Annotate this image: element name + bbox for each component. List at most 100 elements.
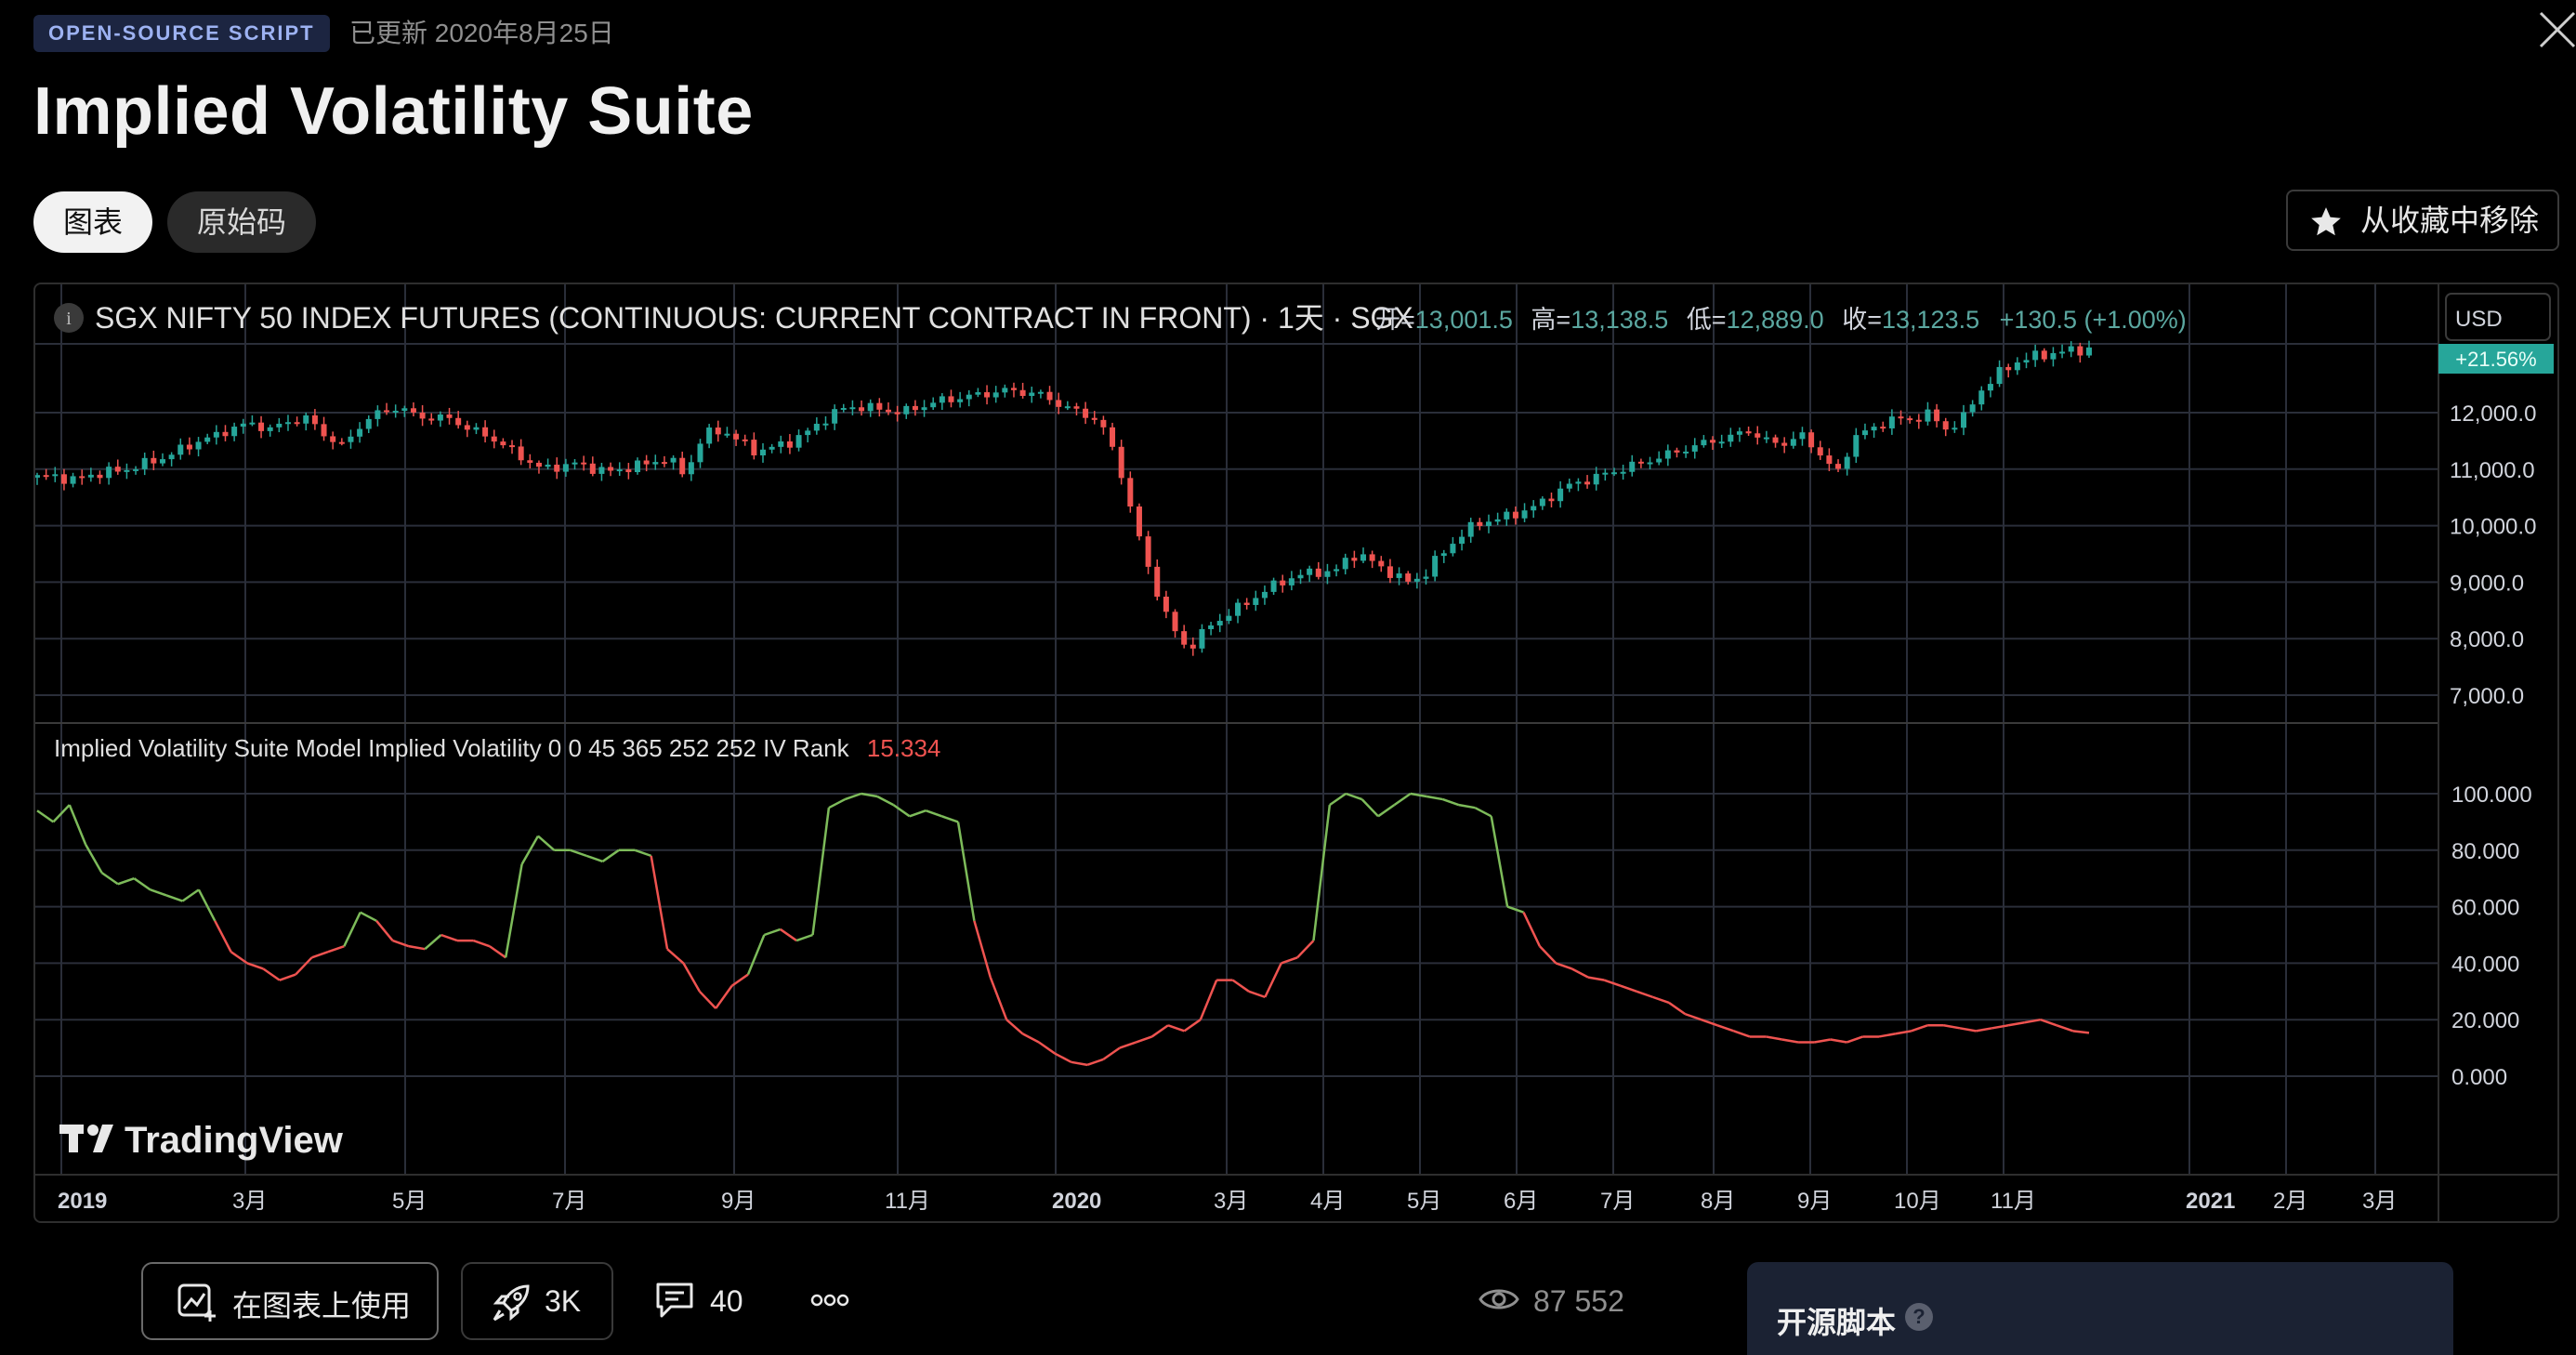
candle-body: [500, 441, 506, 446]
iv-segment: [424, 934, 442, 951]
candle-body: [1952, 428, 1958, 430]
candle-body: [527, 460, 533, 463]
updated-date: 已更新 2020年8月25日: [349, 19, 614, 47]
candle-body: [1029, 392, 1035, 397]
iv-segment: [392, 939, 410, 948]
iv-segment: [1296, 940, 1315, 959]
candle-body: [249, 422, 256, 425]
time-tick-label: 11月: [885, 1189, 930, 1214]
high-value: 13,138.5: [1571, 306, 1668, 334]
iv-segment: [375, 920, 394, 941]
candle-body: [410, 408, 416, 413]
iv-segment: [1571, 967, 1589, 979]
candle-body: [1315, 568, 1321, 577]
candle-body: [357, 428, 363, 437]
time-tick-label: 10月: [1894, 1189, 1941, 1214]
candle-body: [1504, 511, 1510, 520]
iv-segment: [682, 962, 701, 993]
close-value: 13,123.5: [1882, 306, 1979, 334]
remove-from-favorites-button[interactable]: 从收藏中移除: [2286, 190, 2559, 251]
candle-body: [1019, 389, 1026, 397]
iv-segment: [230, 951, 248, 965]
candle-body: [1853, 435, 1860, 457]
candle-body: [114, 467, 121, 472]
candle-body: [240, 423, 246, 428]
candle-body: [1208, 625, 1215, 629]
iv-segment: [1555, 962, 1573, 970]
iv-segment: [941, 815, 959, 823]
candle-body: [1620, 471, 1626, 474]
candle-body: [2005, 366, 2012, 371]
iv-tick-label: 40.000: [2451, 952, 2519, 977]
chart-canvas[interactable]: i SGX NIFTY 50 INDEX FUTURES (CONTINUOUS…: [35, 284, 2557, 1221]
candle-body: [1073, 406, 1080, 409]
candle-body: [992, 392, 999, 398]
candle-body: [1297, 574, 1304, 579]
iv-segment: [634, 849, 652, 858]
candle-body: [419, 412, 426, 419]
info-icon[interactable]: [54, 303, 84, 333]
candle-body: [813, 423, 820, 431]
iv-segment: [1766, 1035, 1782, 1041]
price-axis[interactable]: 12,000.0 11,000.0 10,000.0 9,000.0 8,000.0 7,…: [2450, 401, 2536, 709]
help-icon[interactable]: ?: [1905, 1303, 1933, 1331]
iv-segment: [1021, 1033, 1040, 1044]
time-tick-label: 5月: [392, 1189, 427, 1214]
iv-axis[interactable]: 100.000 80.000 60.000 40.000 20.000 0.000: [2451, 783, 2532, 1090]
time-tick-label: 7月: [552, 1189, 586, 1214]
candle-body: [1351, 558, 1358, 561]
candle-body: [1755, 433, 1761, 438]
iv-segment: [68, 804, 87, 846]
candle-body: [464, 425, 470, 430]
iv-segment: [537, 835, 556, 851]
candle-body: [482, 427, 489, 437]
use-on-chart-button[interactable]: 在图表上使用: [141, 1262, 439, 1340]
candle-body: [1423, 576, 1429, 579]
candle-body: [885, 409, 891, 413]
iv-segment: [1071, 1060, 1088, 1067]
candle-body: [1477, 521, 1483, 526]
candle-body: [106, 467, 112, 479]
iv-segment: [1733, 1030, 1751, 1038]
close-icon[interactable]: [2537, 9, 2576, 50]
candle-body: [1521, 510, 1528, 519]
more-options-icon[interactable]: [810, 1288, 849, 1312]
candle-body: [401, 408, 408, 411]
candle-body: [1969, 404, 1976, 413]
candle-body: [751, 440, 757, 456]
time-axis[interactable]: 2019 3月 5月 7月 9月 11月 2020 3月 4月 5月 6月 7月 8月 9月 10月 11月 2…: [58, 1189, 2397, 1214]
currency-label: USD: [2455, 307, 2503, 332]
price-candles: [35, 340, 2092, 656]
candle-body: [1056, 400, 1062, 407]
time-tick-label: 3月: [1214, 1189, 1248, 1214]
candle-body: [581, 462, 587, 465]
iv-segment: [1150, 1024, 1169, 1038]
iv-segment: [1458, 803, 1476, 809]
candle-body: [1584, 481, 1591, 485]
chart-widget[interactable]: i SGX NIFTY 50 INDEX FUTURES (CONTINUOUS…: [33, 283, 2559, 1223]
tab-chart[interactable]: 图表: [33, 191, 152, 253]
open-source-badge: OPEN-SOURCE SCRIPT: [33, 15, 330, 52]
candle-body: [1199, 628, 1205, 649]
price-tick-label: 12,000.0: [2450, 401, 2536, 427]
currency-selector[interactable]: [2445, 293, 2551, 341]
boost-button[interactable]: 3K: [461, 1262, 613, 1340]
candle-body: [177, 444, 184, 455]
iv-segment: [1345, 792, 1363, 801]
iv-tick-label: 60.000: [2451, 896, 2519, 921]
iv-segment: [698, 990, 717, 1009]
candle-body: [330, 436, 336, 442]
candle-body: [1145, 536, 1151, 567]
candle-body: [1664, 450, 1671, 459]
tab-source-code[interactable]: 原始码: [167, 191, 316, 253]
iv-segment: [1264, 962, 1282, 998]
open-source-label: 开源脚本: [1777, 1306, 1897, 1339]
candle-body: [562, 464, 569, 472]
candle-body: [805, 430, 811, 436]
candle-body: [598, 467, 605, 474]
candle-body: [1710, 440, 1716, 443]
iv-segment: [214, 920, 232, 953]
candle-body: [1037, 391, 1044, 394]
candle-body: [1898, 416, 1904, 419]
iv-segment: [165, 894, 183, 902]
